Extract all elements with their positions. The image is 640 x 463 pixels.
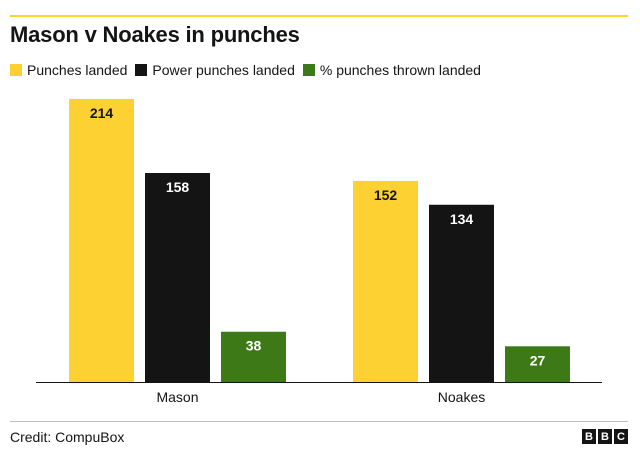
legend-item-power-punches-landed: Power punches landed <box>135 62 295 78</box>
legend: Punches landed Power punches landed % pu… <box>10 62 489 78</box>
legend-label-punches-landed: Punches landed <box>27 62 128 78</box>
legend-label-power-punches-landed: Power punches landed <box>152 62 295 78</box>
data-label-noakes-percent-punches-thrown-landed: 27 <box>530 352 546 368</box>
bar-noakes-punches-landed <box>353 180 418 382</box>
bar-mason-punches-landed <box>69 98 134 382</box>
legend-item-punches-landed: Punches landed <box>10 62 127 78</box>
legend-swatch-percent-thrown-landed <box>302 64 315 76</box>
bbc-logo-block-3: C <box>614 429 628 444</box>
bar-mason-percent-punches-thrown-landed <box>221 331 286 382</box>
bar-chart: 214 158 38 Mason 152 134 27 Noakes <box>36 98 602 405</box>
chart-title: Mason v Noakes in punches <box>10 22 300 47</box>
bar-noakes-power-punches-landed <box>429 204 494 382</box>
legend-item-percent-thrown-landed: % punches thrown landed <box>302 62 481 78</box>
bar-noakes-percent-punches-thrown-landed <box>505 346 570 382</box>
data-label-mason-power-punches-landed: 158 <box>166 179 190 195</box>
bar-mason-power-punches-landed <box>145 173 210 382</box>
legend-label-percent-thrown-landed: % punches thrown landed <box>319 62 481 78</box>
top-accent-rule <box>10 15 628 17</box>
legend-swatch-punches-landed <box>10 64 22 76</box>
credit-text: Credit: CompuBox <box>10 429 125 445</box>
legend-swatch-power-punches-landed <box>135 64 148 76</box>
category-label-mason: Mason <box>156 389 198 405</box>
data-label-noakes-punches-landed: 152 <box>374 187 398 203</box>
data-label-noakes-power-punches-landed: 134 <box>450 211 474 227</box>
category-label-noakes: Noakes <box>438 389 485 405</box>
bbc-logo: B B C <box>580 429 628 444</box>
data-label-mason-percent-punches-thrown-landed: 38 <box>246 338 262 354</box>
bbc-logo-block-1: B <box>582 429 596 444</box>
data-label-mason-punches-landed: 214 <box>90 105 114 121</box>
bbc-logo-block-2: B <box>598 429 612 444</box>
bottom-divider <box>10 421 628 422</box>
